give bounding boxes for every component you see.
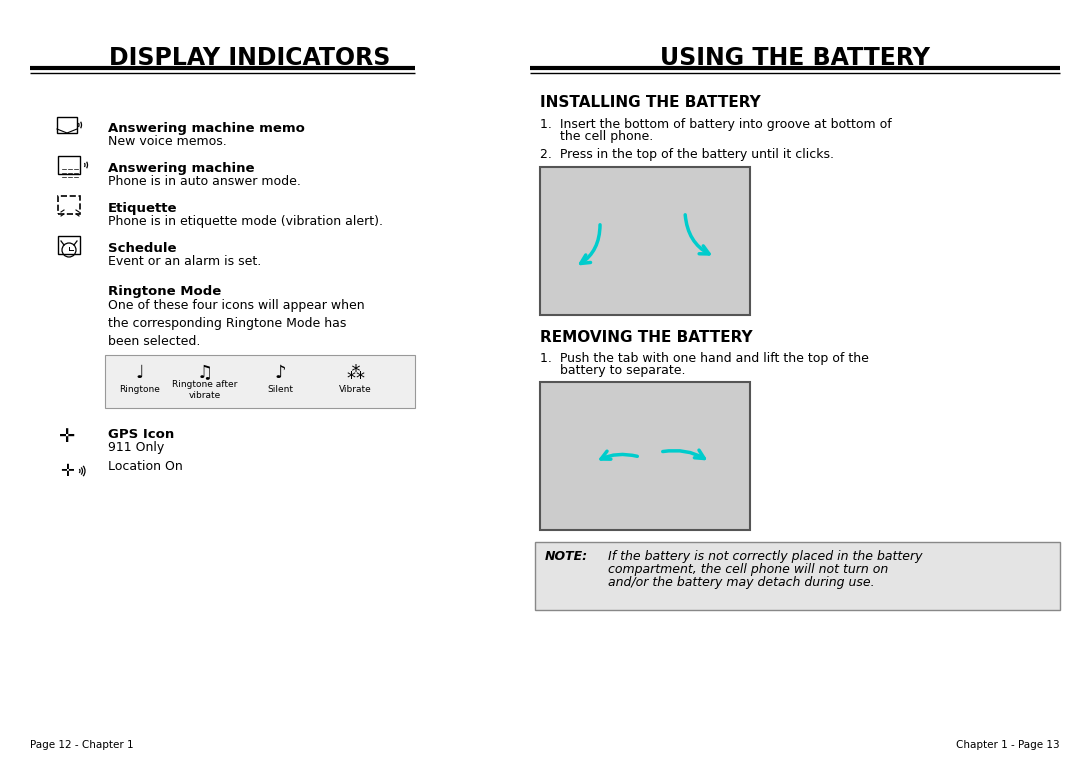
Text: battery to separate.: battery to separate. <box>540 364 686 377</box>
Text: ♪: ♪ <box>274 364 286 382</box>
Text: Phone is in auto answer mode.: Phone is in auto answer mode. <box>108 175 301 188</box>
Text: Ringtone: Ringtone <box>120 385 161 394</box>
Text: GPS Icon: GPS Icon <box>108 428 174 441</box>
Text: ✛: ✛ <box>58 427 76 446</box>
Bar <box>57 117 77 133</box>
FancyArrowPatch shape <box>663 450 704 459</box>
Text: Ringtone after
vibrate: Ringtone after vibrate <box>173 380 238 400</box>
Text: 911 Only: 911 Only <box>108 441 164 454</box>
Text: NOTE:: NOTE: <box>545 550 589 563</box>
Bar <box>540 382 750 530</box>
Text: compartment, the cell phone will not turn on: compartment, the cell phone will not tur… <box>608 563 888 576</box>
Text: New voice memos.: New voice memos. <box>108 135 227 148</box>
Text: Vibrate: Vibrate <box>339 385 372 394</box>
FancyArrowPatch shape <box>685 214 710 254</box>
Text: and/or the battery may detach during use.: and/or the battery may detach during use… <box>608 576 875 589</box>
Text: If the battery is not correctly placed in the battery: If the battery is not correctly placed i… <box>608 550 922 563</box>
FancyArrowPatch shape <box>600 451 637 459</box>
Text: One of these four icons will appear when
the corresponding Ringtone Mode has
bee: One of these four icons will appear when… <box>108 299 365 348</box>
Text: Schedule: Schedule <box>108 242 176 255</box>
Bar <box>58 196 80 214</box>
Text: the cell phone.: the cell phone. <box>540 130 653 143</box>
Text: ♫: ♫ <box>197 364 213 382</box>
FancyArrowPatch shape <box>581 225 600 263</box>
Text: Answering machine memo: Answering machine memo <box>108 122 305 135</box>
Text: Answering machine: Answering machine <box>108 162 255 175</box>
Text: Page 12 - Chapter 1: Page 12 - Chapter 1 <box>30 740 134 750</box>
Text: 2.  Press in the top of the battery until it clicks.: 2. Press in the top of the battery until… <box>540 148 834 161</box>
Text: Etiquette: Etiquette <box>108 202 177 215</box>
Text: USING THE BATTERY: USING THE BATTERY <box>660 46 930 70</box>
Text: 1.  Insert the bottom of battery into groove at bottom of: 1. Insert the bottom of battery into gro… <box>540 118 892 131</box>
Text: ⁂: ⁂ <box>346 364 364 382</box>
Text: INSTALLING THE BATTERY: INSTALLING THE BATTERY <box>540 95 760 110</box>
Bar <box>105 355 415 408</box>
Text: Chapter 1 - Page 13: Chapter 1 - Page 13 <box>957 740 1059 750</box>
Bar <box>58 156 80 174</box>
Bar <box>540 167 750 315</box>
Bar <box>535 542 1059 610</box>
Text: Phone is in etiquette mode (vibration alert).: Phone is in etiquette mode (vibration al… <box>108 215 383 228</box>
Text: Ringtone Mode: Ringtone Mode <box>108 285 221 298</box>
Text: Location On: Location On <box>108 461 183 474</box>
Text: DISPLAY INDICATORS: DISPLAY INDICATORS <box>109 46 391 70</box>
Text: ✛: ✛ <box>60 462 73 480</box>
Text: 1.  Push the tab with one hand and lift the top of the: 1. Push the tab with one hand and lift t… <box>540 352 869 365</box>
Text: Event or an alarm is set.: Event or an alarm is set. <box>108 255 261 268</box>
Text: ♩: ♩ <box>136 364 145 382</box>
Bar <box>58 236 80 254</box>
Text: Silent: Silent <box>267 385 293 394</box>
Text: REMOVING THE BATTERY: REMOVING THE BATTERY <box>540 330 753 345</box>
